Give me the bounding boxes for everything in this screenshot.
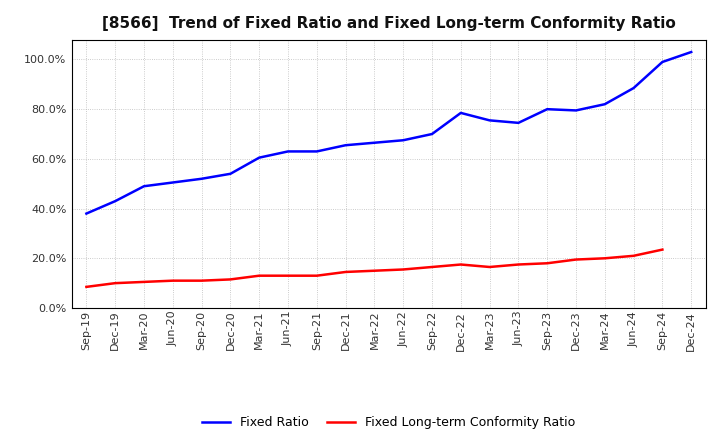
Fixed Ratio xyxy=(370,140,379,145)
Fixed Ratio xyxy=(687,49,696,55)
Fixed Long-term Conformity Ratio xyxy=(456,262,465,267)
Fixed Long-term Conformity Ratio xyxy=(658,247,667,252)
Fixed Ratio xyxy=(168,180,177,185)
Fixed Long-term Conformity Ratio xyxy=(168,278,177,283)
Fixed Ratio xyxy=(284,149,292,154)
Fixed Long-term Conformity Ratio xyxy=(543,260,552,266)
Fixed Long-term Conformity Ratio xyxy=(341,269,350,275)
Fixed Long-term Conformity Ratio xyxy=(226,277,235,282)
Fixed Long-term Conformity Ratio xyxy=(428,264,436,270)
Fixed Ratio xyxy=(456,110,465,116)
Fixed Long-term Conformity Ratio xyxy=(255,273,264,279)
Fixed Ratio xyxy=(543,106,552,112)
Fixed Ratio xyxy=(197,176,206,181)
Fixed Ratio xyxy=(111,198,120,204)
Fixed Ratio xyxy=(658,59,667,65)
Fixed Ratio xyxy=(140,183,148,189)
Fixed Ratio xyxy=(514,120,523,125)
Fixed Ratio xyxy=(399,138,408,143)
Fixed Ratio xyxy=(82,211,91,216)
Fixed Ratio xyxy=(428,132,436,137)
Fixed Ratio xyxy=(226,171,235,176)
Fixed Ratio xyxy=(629,85,638,91)
Line: Fixed Long-term Conformity Ratio: Fixed Long-term Conformity Ratio xyxy=(86,249,662,287)
Fixed Ratio xyxy=(485,118,494,123)
Fixed Long-term Conformity Ratio xyxy=(399,267,408,272)
Fixed Long-term Conformity Ratio xyxy=(312,273,321,279)
Fixed Long-term Conformity Ratio xyxy=(485,264,494,270)
Fixed Ratio xyxy=(600,102,609,107)
Fixed Ratio xyxy=(255,155,264,160)
Fixed Long-term Conformity Ratio xyxy=(140,279,148,285)
Fixed Long-term Conformity Ratio xyxy=(600,256,609,261)
Fixed Long-term Conformity Ratio xyxy=(82,284,91,290)
Fixed Ratio xyxy=(312,149,321,154)
Title: [8566]  Trend of Fixed Ratio and Fixed Long-term Conformity Ratio: [8566] Trend of Fixed Ratio and Fixed Lo… xyxy=(102,16,675,32)
Fixed Ratio xyxy=(341,143,350,148)
Fixed Long-term Conformity Ratio xyxy=(284,273,292,279)
Fixed Long-term Conformity Ratio xyxy=(514,262,523,267)
Line: Fixed Ratio: Fixed Ratio xyxy=(86,52,691,213)
Fixed Long-term Conformity Ratio xyxy=(629,253,638,258)
Legend: Fixed Ratio, Fixed Long-term Conformity Ratio: Fixed Ratio, Fixed Long-term Conformity … xyxy=(202,416,575,429)
Fixed Ratio xyxy=(572,108,580,113)
Fixed Long-term Conformity Ratio xyxy=(197,278,206,283)
Fixed Long-term Conformity Ratio xyxy=(572,257,580,262)
Fixed Long-term Conformity Ratio xyxy=(111,281,120,286)
Fixed Long-term Conformity Ratio xyxy=(370,268,379,273)
